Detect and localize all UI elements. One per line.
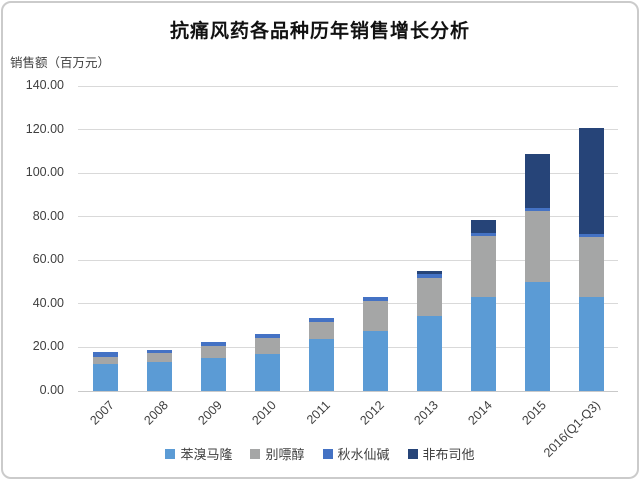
legend-label: 别嘌醇 — [265, 447, 305, 462]
gridline — [78, 346, 618, 348]
bar-segment-苯溴马隆 — [362, 331, 388, 391]
y-tick-label: 0.00 — [39, 383, 64, 397]
bar-segment-别嘌醇 — [200, 345, 226, 358]
bar-segment-别嘌醇 — [524, 211, 550, 283]
gridline — [78, 85, 618, 87]
bar-segment-秋水仙碱 — [146, 350, 172, 354]
legend-swatch-icon — [407, 448, 418, 459]
gridline — [78, 216, 618, 218]
legend-item-别嘌醇: 别嘌醇 — [250, 444, 305, 463]
bar-2012 — [362, 296, 388, 391]
bar-segment-秋水仙碱 — [524, 208, 550, 212]
bar-2014 — [470, 219, 496, 391]
y-tick-label: 80.00 — [32, 208, 64, 223]
y-tick-label: 40.00 — [32, 295, 64, 310]
bar-2016(Q1-Q3) — [578, 127, 604, 391]
legend-item-苯溴马隆: 苯溴马隆 — [165, 444, 232, 463]
bar-segment-苯溴马隆 — [254, 353, 280, 391]
gridline — [78, 390, 618, 392]
y-tick-label: 140.00 — [25, 78, 64, 92]
bar-segment-别嘌醇 — [362, 300, 388, 332]
bar-segment-别嘌醇 — [578, 237, 604, 298]
bar-segment-苯溴马隆 — [470, 297, 496, 391]
legend-label: 苯溴马隆 — [180, 447, 233, 462]
gridline — [78, 172, 618, 174]
y-tick-label: 120.00 — [25, 121, 64, 136]
plot-area — [78, 85, 618, 392]
bar-segment-苯溴马隆 — [416, 315, 442, 391]
bar-segment-秋水仙碱 — [362, 296, 388, 301]
legend-swatch-icon — [322, 448, 333, 459]
gridline — [78, 129, 618, 131]
gridline — [78, 303, 618, 305]
bar-segment-苯溴马隆 — [308, 338, 334, 391]
chart-title: 抗痛风药各品种历年销售增长分析 — [169, 21, 470, 42]
gridline — [78, 259, 618, 261]
bar-segment-别嘌醇 — [470, 236, 496, 298]
bar-segment-非布司他 — [578, 127, 604, 234]
y-tick-label: 60.00 — [32, 252, 64, 267]
bar-segment-秋水仙碱 — [254, 334, 280, 339]
legend-swatch-icon — [250, 448, 261, 459]
bar-segment-秋水仙碱 — [470, 232, 496, 237]
bar-segment-苯溴马隆 — [146, 362, 172, 391]
bar-segment-别嘌醇 — [146, 353, 172, 363]
bar-segment-苯溴马隆 — [524, 282, 550, 391]
bar-2007 — [92, 352, 118, 391]
bar-segment-苯溴马隆 — [92, 363, 118, 391]
legend-label: 秋水仙碱 — [337, 447, 390, 462]
legend: 苯溴马隆 别嘌醇 秋水仙碱 非布司他 — [0, 444, 640, 463]
bar-2013 — [416, 270, 442, 391]
y-axis-unit-label: 销售额（百万元） — [10, 56, 111, 70]
legend-item-非布司他: 非布司他 — [407, 444, 475, 463]
bar-segment-别嘌醇 — [308, 322, 334, 339]
legend-label: 非布司他 — [422, 447, 475, 462]
bar-segment-秋水仙碱 — [578, 233, 604, 238]
y-tick-label: 20.00 — [32, 339, 64, 354]
bar-segment-秋水仙碱 — [308, 318, 334, 323]
bar-segment-苯溴马隆 — [578, 297, 604, 391]
bar-2009 — [200, 342, 226, 391]
bar-segment-秋水仙碱 — [92, 352, 118, 357]
bar-2015 — [524, 153, 550, 391]
legend-swatch-icon — [165, 448, 176, 459]
bar-2011 — [308, 318, 334, 391]
bar-segment-别嘌醇 — [416, 277, 442, 316]
bar-segment-非布司他 — [524, 153, 550, 209]
bar-segment-非布司他 — [416, 270, 442, 274]
bar-segment-别嘌醇 — [92, 356, 118, 364]
bar-segment-苯溴马隆 — [200, 357, 226, 391]
y-tick-label: 100.00 — [25, 165, 64, 180]
bar-segment-秋水仙碱 — [200, 342, 226, 346]
bar-2010 — [254, 334, 280, 391]
bar-2008 — [146, 350, 172, 391]
bar-segment-非布司他 — [470, 219, 496, 233]
bar-segment-秋水仙碱 — [416, 273, 442, 278]
bar-segment-别嘌醇 — [254, 338, 280, 354]
legend-item-秋水仙碱: 秋水仙碱 — [322, 444, 390, 463]
